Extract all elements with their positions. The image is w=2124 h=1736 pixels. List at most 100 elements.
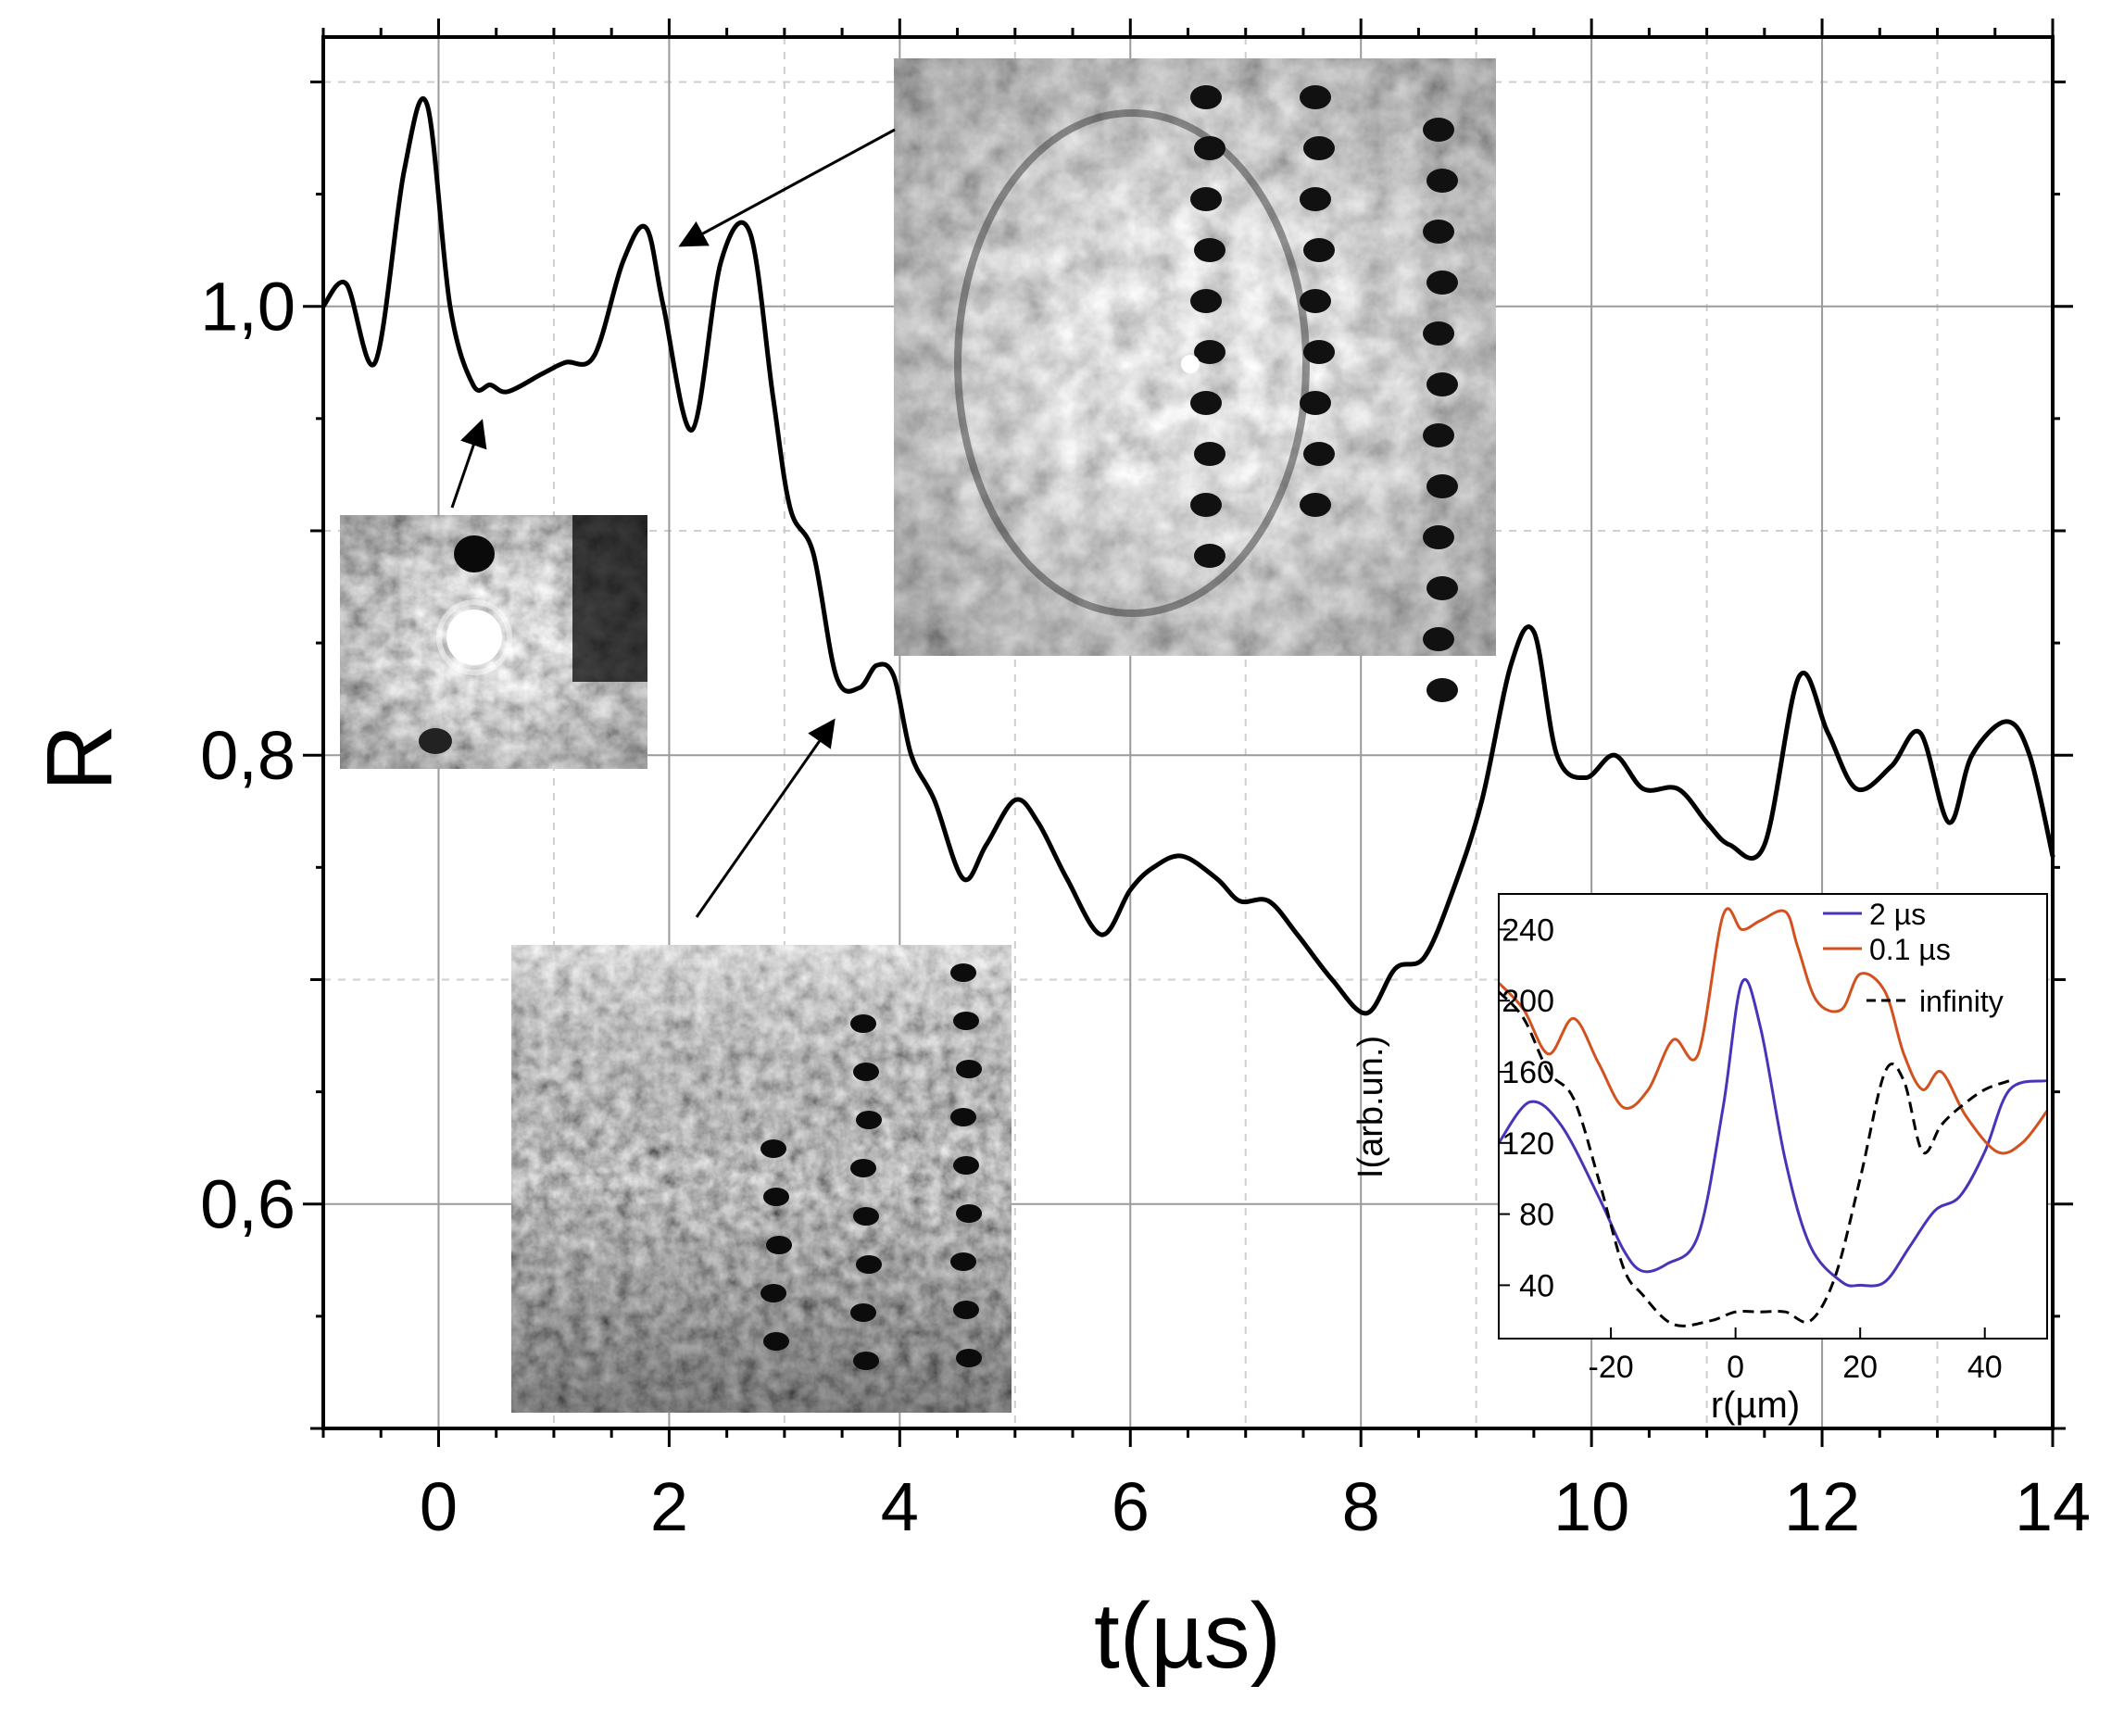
image-dot — [956, 1204, 982, 1223]
image-dot — [1423, 220, 1454, 244]
inset-lines — [1497, 907, 2049, 1327]
image-dot — [1423, 423, 1454, 447]
image-dot — [1303, 442, 1335, 466]
main-tick-labels: 0 2 4 6 8 10 12 14 0,6 0,8 1,0 — [200, 269, 2091, 1545]
image-dot — [1423, 627, 1454, 651]
legend-label-2us: 2 µs — [1869, 898, 1926, 931]
image-dot — [1194, 340, 1225, 364]
image-dot — [956, 1060, 982, 1078]
image-dot — [1300, 289, 1331, 313]
image-dot — [1426, 169, 1458, 193]
image-dot — [766, 1236, 792, 1254]
inset-series-line — [1497, 990, 2011, 1327]
x-tick-label: 0 — [420, 1468, 458, 1545]
inset-y-tick-label: 200 — [1502, 984, 1554, 1019]
inset-image-large — [894, 58, 1496, 702]
main-ticks — [303, 19, 2073, 1447]
inset-plot-area — [1499, 894, 2047, 1339]
y-axis-title: R — [28, 724, 132, 791]
image-dot — [1426, 678, 1458, 702]
image-dot — [1426, 474, 1458, 498]
image-dot — [953, 1156, 979, 1175]
image-dot — [1194, 442, 1225, 466]
y-tick-label: 0,8 — [200, 717, 295, 794]
image-dot — [763, 1188, 789, 1206]
inset-tick-labels: -20 0 20 40 40 80 120 160 200 240 — [1502, 912, 2002, 1385]
inset-x-tick-label: 20 — [1842, 1350, 1878, 1385]
arrow-small-inset — [450, 419, 487, 509]
image-dot — [850, 1303, 876, 1322]
image-dot — [950, 963, 976, 982]
image-dot — [1300, 187, 1331, 211]
y-tick-label: 1,0 — [200, 269, 295, 346]
x-tick-label: 2 — [650, 1468, 688, 1545]
inset-x-tick-label: 0 — [1727, 1350, 1744, 1385]
inset-legend: 2 µs 0.1 µs infinity — [1823, 898, 2004, 1018]
image-dot — [956, 1349, 982, 1367]
image-dot — [1423, 525, 1454, 549]
image-dot — [1303, 136, 1335, 160]
image-dot — [1426, 270, 1458, 295]
inset-x-axis-title: r(µm) — [1711, 1385, 1800, 1426]
inset-x-tick-label: -20 — [1589, 1350, 1634, 1385]
inset-y-tick-label: 40 — [1519, 1268, 1554, 1303]
image-dot — [1426, 576, 1458, 600]
inset-y-tick-label: 120 — [1502, 1126, 1554, 1162]
inset-y-tick-label: 240 — [1502, 912, 1554, 948]
inset-ticks — [1499, 928, 1986, 1339]
inset-series-line — [1497, 978, 2048, 1288]
inset-y-axis-title: I(arb.un.) — [1351, 1036, 1390, 1178]
image-dot — [1190, 85, 1222, 109]
image-dot — [1194, 544, 1225, 568]
image-dot — [853, 1207, 879, 1226]
inset-series-line — [1497, 907, 2049, 1155]
x-tick-label: 12 — [1784, 1468, 1860, 1545]
inset-image-lower — [511, 945, 1012, 1413]
image-dot — [850, 1014, 876, 1033]
image-dot — [953, 1012, 979, 1030]
legend-label-infinity: infinity — [1919, 985, 2004, 1018]
series-line-R — [320, 95, 2055, 1016]
legend-label-0.1us: 0.1 µs — [1869, 933, 1951, 966]
image-dot — [760, 1284, 786, 1302]
image-dot — [1300, 391, 1331, 415]
x-tick-label: 8 — [1342, 1468, 1380, 1545]
image-dot — [1426, 372, 1458, 396]
image-dot — [1190, 391, 1222, 415]
image-dot — [1300, 493, 1331, 517]
image-dot — [850, 1159, 876, 1177]
image-dot — [1303, 340, 1335, 364]
image-dot — [1423, 118, 1454, 142]
x-tick-label: 10 — [1553, 1468, 1629, 1545]
inset-image-small — [340, 515, 647, 769]
image-dot — [1423, 321, 1454, 346]
x-axis-title: t(µs) — [1094, 1584, 1281, 1688]
image-dot — [1190, 289, 1222, 313]
image-dot — [760, 1139, 786, 1158]
image-dot — [1300, 85, 1331, 109]
image-dot — [856, 1255, 882, 1274]
inset-y-tick-label: 160 — [1502, 1055, 1554, 1090]
x-tick-label: 6 — [1112, 1468, 1150, 1545]
inset-x-tick-label: 40 — [1967, 1350, 2003, 1385]
image-dot — [950, 1252, 976, 1271]
y-tick-label: 0,6 — [200, 1166, 295, 1243]
inset-frame — [1498, 893, 2048, 1340]
image-dot — [953, 1301, 979, 1319]
image-dot — [763, 1332, 789, 1351]
image-dot — [1190, 187, 1222, 211]
x-tick-label: 4 — [881, 1468, 919, 1545]
image-dot — [853, 1352, 879, 1370]
x-tick-label: 14 — [2015, 1468, 2091, 1545]
image-dot — [1194, 238, 1225, 262]
image-dot — [853, 1063, 879, 1081]
image-dot — [1194, 136, 1225, 160]
inset-chart: -20 0 20 40 40 80 120 160 200 240 r(µm) I(arb.un.… — [1351, 893, 2049, 1426]
image-dot — [950, 1108, 976, 1126]
arrow-lower-inset — [695, 718, 836, 918]
image-dot — [1303, 238, 1335, 262]
inset-y-tick-label: 80 — [1519, 1198, 1554, 1233]
arrow-large-inset — [678, 128, 896, 247]
image-dot — [1190, 493, 1222, 517]
